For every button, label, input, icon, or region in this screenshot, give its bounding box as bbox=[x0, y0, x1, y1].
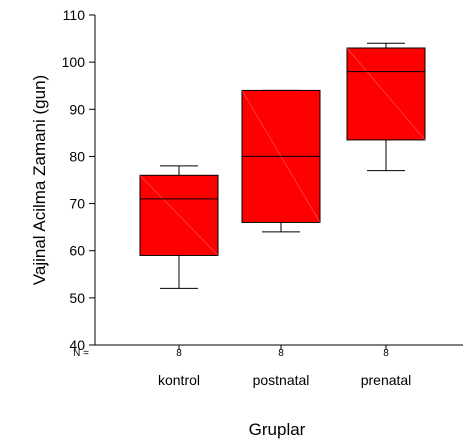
n-value: 8 bbox=[176, 348, 182, 359]
y-tick-label: 40 bbox=[69, 337, 85, 353]
y-tick-label: 90 bbox=[69, 101, 85, 117]
category-label: kontrol bbox=[158, 372, 200, 388]
y-tick-label: 60 bbox=[69, 243, 85, 259]
y-tick-label: 110 bbox=[63, 7, 86, 23]
category-label: postnatal bbox=[253, 372, 310, 388]
plot-area: 40 50 60 70 80 90 100 110 8 kontrol 8 postnatal 8 pre… bbox=[62, 7, 463, 388]
box-diagonal bbox=[346, 47, 426, 141]
category-label: prenatal bbox=[361, 372, 412, 388]
y-tick-label: 80 bbox=[69, 148, 85, 164]
y-tick-label: 50 bbox=[69, 290, 85, 306]
y-tick-label: 70 bbox=[69, 196, 85, 212]
n-label: N = bbox=[73, 348, 89, 359]
box-diagonal bbox=[139, 175, 219, 256]
n-value: 8 bbox=[383, 348, 389, 359]
y-axis-title: Vajinal Acilma Zamani (gun) bbox=[30, 75, 49, 285]
n-value: 8 bbox=[278, 348, 284, 359]
y-tick-label: 100 bbox=[62, 54, 86, 70]
x-axis-title: Gruplar bbox=[249, 420, 306, 439]
